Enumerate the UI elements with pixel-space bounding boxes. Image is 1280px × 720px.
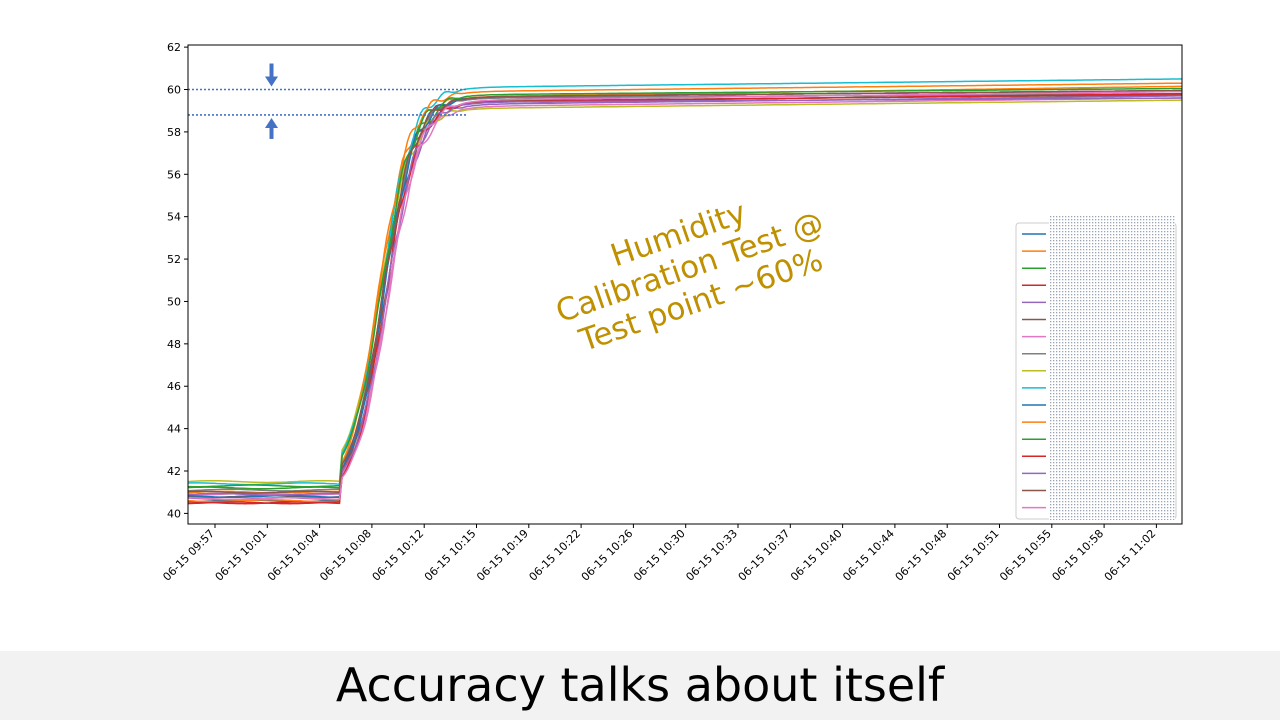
series-line	[187, 89, 1182, 494]
y-tick-label: 60	[167, 84, 181, 97]
down-arrow-icon	[265, 76, 278, 87]
series-line	[187, 78, 1182, 486]
y-tick-label: 52	[167, 253, 181, 266]
series-line	[187, 97, 1182, 496]
x-tick-label: 06-15 10:40	[788, 527, 845, 584]
x-tick-label: 06-15 10:37	[736, 527, 793, 584]
x-tick-label: 06-15 10:44	[840, 527, 897, 584]
x-tick-label: 06-15 10:48	[893, 527, 950, 584]
x-tick-label: 06-15 10:19	[474, 527, 531, 584]
series-line	[187, 99, 1182, 484]
x-tick-label: 06-15 10:01	[213, 527, 270, 584]
x-tick-label: 06-15 10:51	[945, 527, 1002, 584]
plot-frame	[187, 44, 1183, 525]
series-line	[187, 82, 1182, 503]
down-arrow-shaft	[269, 63, 274, 78]
y-tick-label: 44	[167, 423, 181, 436]
series-lines	[187, 78, 1182, 505]
x-tick-label: 06-15 10:15	[422, 527, 479, 584]
up-arrow-shaft	[269, 126, 274, 139]
legend-label-mask	[1049, 215, 1175, 520]
series-line	[187, 87, 1182, 488]
x-tick-label: 06-15 10:22	[527, 527, 584, 584]
x-tick-label: 06-15 09:57	[160, 527, 217, 584]
up-arrow-icon	[265, 117, 278, 128]
reference-lines	[188, 88, 467, 116]
legend	[1015, 215, 1177, 520]
x-tick-label: 06-15 10:55	[997, 527, 1054, 584]
x-tick-label: 06-15 10:26	[579, 527, 636, 584]
tolerance-band-arrows	[265, 63, 278, 139]
y-axis: 40 42 44 46 48 50 52 54 56 58 60 62	[167, 41, 188, 520]
series-line	[187, 90, 1182, 501]
y-tick-label: 46	[167, 380, 181, 393]
y-tick-label: 58	[167, 126, 181, 139]
slide-caption: Accuracy talks about itself	[335, 658, 945, 712]
x-tick-label: 06-15 10:04	[265, 527, 322, 584]
x-tick-label: 06-15 10:08	[317, 527, 374, 584]
x-tick-label: 06-15 10:33	[683, 527, 740, 584]
footer-bar	[0, 651, 1280, 720]
y-tick-label: 50	[167, 295, 181, 308]
y-tick-label: 40	[167, 507, 181, 520]
x-tick-label: 06-15 10:58	[1050, 527, 1107, 584]
y-tick-label: 48	[167, 338, 181, 351]
x-tick-label: 06-15 10:12	[370, 527, 427, 584]
y-tick-label: 56	[167, 168, 181, 181]
y-tick-label: 62	[167, 41, 181, 54]
x-tick-label: 06-15 10:30	[631, 527, 688, 584]
x-tick-label: 06-15 11:02	[1102, 527, 1159, 584]
y-tick-label: 42	[167, 465, 181, 478]
y-tick-label: 54	[167, 211, 181, 224]
